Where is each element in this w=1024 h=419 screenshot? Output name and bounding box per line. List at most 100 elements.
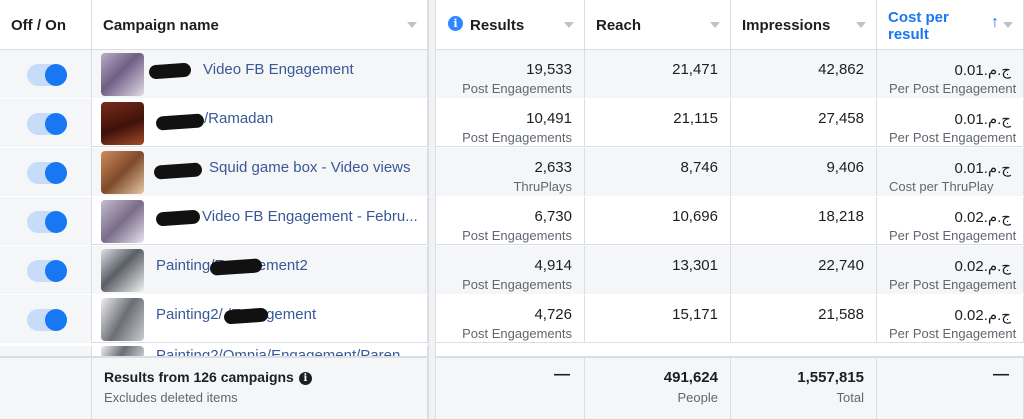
table-row[interactable]: Squid game box - Video views 2,633 ThruP…	[0, 148, 1024, 196]
toggle-cell	[0, 346, 92, 358]
results-type: Post Engagements	[462, 130, 572, 145]
campaign-toggle[interactable]	[27, 113, 67, 135]
header-cost-per-result[interactable]: Cost per result ↑	[877, 0, 1024, 50]
toggle-knob	[45, 309, 67, 331]
toggle-cell	[0, 50, 92, 98]
impressions-value: 22,740	[818, 257, 864, 274]
cost-value: ج.م.0.01	[954, 62, 1011, 79]
cost-value: ج.م.0.02	[954, 307, 1011, 324]
impressions-value: 21,588	[818, 306, 864, 323]
header-results-label: Results	[470, 17, 525, 34]
footer-results-cell: —	[436, 358, 585, 419]
campaign-thumbnail[interactable]	[101, 102, 144, 145]
results-type: Post Engagements	[462, 81, 572, 96]
table-row[interactable]: Painting/Engagement2 4,914 Post Engageme…	[0, 246, 1024, 294]
cost-value: ج.م.0.01	[954, 111, 1011, 128]
campaign-name-link[interactable]: Painting2/Omnia/Engagement/Paren	[156, 347, 401, 358]
header-impressions[interactable]: Impressions	[731, 0, 877, 50]
table-row[interactable]: Video FB Engagement 19,533 Post Engageme…	[0, 50, 1024, 98]
reach-cell: 21,115	[585, 99, 731, 147]
cost-type: Per Post Engagement	[889, 326, 1017, 341]
caret-down-icon[interactable]	[856, 22, 866, 28]
toggle-knob	[45, 64, 67, 86]
campaign-thumbnail[interactable]	[101, 200, 144, 243]
toggle-knob	[45, 113, 67, 135]
reach-value: 21,115	[673, 110, 718, 127]
info-icon[interactable]: i	[298, 372, 312, 385]
header-reach[interactable]: Reach	[585, 0, 731, 50]
results-value: 10,491	[526, 110, 572, 127]
results-cell: 6,730 Post Engagements	[436, 197, 585, 245]
footer-toggle-cell	[0, 358, 92, 419]
cost-cell: ج.م.0.02 Per Post Engagement	[877, 246, 1024, 294]
summary-title-text: Results from 126 campaigns	[104, 369, 294, 385]
cost-type: Per Post Engagement	[889, 277, 1017, 292]
cost-cell: ج.م.0.02 Per Post Engagement	[877, 197, 1024, 245]
campaign-name-link[interactable]: Squid game box - Video views	[209, 159, 411, 176]
campaign-name-link[interactable]: Video FB Engagement - Febru...	[202, 208, 418, 225]
campaign-toggle[interactable]	[27, 309, 67, 331]
toggle-cell	[0, 197, 92, 245]
reach-value: 8,746	[680, 159, 718, 176]
results-value: 4,726	[534, 306, 572, 323]
table-row[interactable]: Painting2/ /Engagement 4,726 Post Engage…	[0, 295, 1024, 343]
impressions-cell: 21,588	[731, 295, 877, 343]
column-resize-divider[interactable]	[428, 0, 436, 419]
results-cell: 19,533 Post Engagements	[436, 50, 585, 98]
footer-impressions-cell: 1,557,815 Total	[731, 358, 877, 419]
impressions-value: 9,406	[826, 159, 864, 176]
impressions-value: 27,458	[818, 110, 864, 127]
campaign-thumbnail[interactable]	[101, 151, 144, 194]
reach-value: 10,696	[672, 208, 718, 225]
table-row[interactable]: Video FB Engagement - Febru... 6,730 Pos…	[0, 197, 1024, 245]
impressions-cell: 22,740	[731, 246, 877, 294]
results-value: 4,914	[534, 257, 572, 274]
summary-cost: —	[993, 366, 1009, 383]
campaign-name-link[interactable]: Video FB Engagement	[203, 61, 354, 78]
results-cell: 4,914 Post Engagements	[436, 246, 585, 294]
header-cost-label: Cost per result	[888, 9, 949, 43]
campaign-thumbnail[interactable]	[101, 346, 144, 358]
campaign-toggle[interactable]	[27, 211, 67, 233]
campaign-name-link[interactable]: /Ramadan	[204, 110, 274, 127]
reach-cell: 15,171	[585, 295, 731, 343]
summary-reach: 491,624	[663, 369, 718, 386]
caret-down-icon[interactable]	[407, 22, 417, 28]
results-type: Post Engagements	[462, 228, 572, 243]
results-cell: 4,726 Post Engagements	[436, 295, 585, 343]
name-cell: Video FB Engagement	[92, 50, 428, 98]
table-row[interactable]: /Ramadan 10,491 Post Engagements 21,115 …	[0, 99, 1024, 147]
results-type: Post Engagements	[462, 277, 572, 292]
header-campaign-name[interactable]: Campaign name	[92, 0, 428, 50]
caret-down-icon[interactable]	[564, 22, 574, 28]
table-row-partial[interactable]: Painting2/Omnia/Engagement/Paren	[0, 346, 1024, 358]
impressions-cell: 9,406	[731, 148, 877, 196]
toggle-cell	[0, 246, 92, 294]
campaign-toggle[interactable]	[27, 64, 67, 86]
name-cell: Painting2/Omnia/Engagement/Paren	[92, 346, 428, 358]
campaign-toggle[interactable]	[27, 162, 67, 184]
reach-value: 15,171	[672, 306, 718, 323]
results-cell: 10,491 Post Engagements	[436, 99, 585, 147]
caret-down-icon[interactable]	[1003, 22, 1013, 28]
campaign-thumbnail[interactable]	[101, 249, 144, 292]
reach-value: 13,301	[672, 257, 718, 274]
toggle-knob	[45, 211, 67, 233]
footer-name-cell: Results from 126 campaigns i Excludes del…	[92, 358, 428, 419]
info-icon[interactable]: i	[448, 16, 463, 31]
campaign-thumbnail[interactable]	[101, 53, 144, 96]
campaign-toggle[interactable]	[27, 260, 67, 282]
cost-type: Cost per ThruPlay	[889, 179, 994, 194]
header-results[interactable]: i Results	[436, 0, 585, 50]
footer-reach-cell: 491,624 People	[585, 358, 731, 419]
name-cell: Squid game box - Video views	[92, 148, 428, 196]
cost-type: Per Post Engagement	[889, 81, 1017, 96]
footer-cost-cell: —	[877, 358, 1024, 419]
sort-ascending-icon[interactable]: ↑	[991, 14, 999, 31]
reach-cell: 21,471	[585, 50, 731, 98]
caret-down-icon[interactable]	[710, 22, 720, 28]
header-toggle: Off / On	[0, 0, 92, 50]
campaign-thumbnail[interactable]	[101, 298, 144, 341]
impressions-cell: 18,218	[731, 197, 877, 245]
